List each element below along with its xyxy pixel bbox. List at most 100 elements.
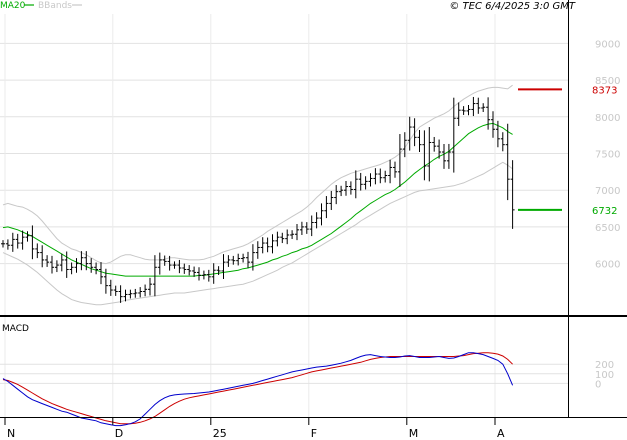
ohlc-bar: [128, 289, 133, 299]
ohlc-bar: [236, 253, 241, 266]
chart-header: MA20 BBands © TEC 6/4/2025 3:0 GMT: [0, 1, 576, 12]
ohlc-bar: [201, 270, 206, 280]
price-tick-label: 8500: [595, 76, 620, 87]
price-tick-label: 7000: [595, 186, 620, 197]
ohlc-bar: [79, 251, 84, 271]
ohlc-bar: [221, 254, 226, 280]
bollinger-upper-line: [2, 84, 513, 265]
macd-tick-label: 200: [595, 360, 614, 371]
ohlc-bar: [10, 232, 15, 252]
ohlc-bar: [295, 223, 299, 241]
ohlc-bar: [402, 132, 407, 158]
ohlc-bar: [451, 97, 456, 173]
ohlc-bar: [177, 259, 182, 274]
ohlc-bar: [94, 262, 99, 275]
ohlc-bar: [388, 159, 393, 184]
ohlc-bar: [157, 252, 162, 275]
ohlc-bar: [15, 233, 20, 249]
ohlc-bar: [246, 251, 250, 269]
price-level-label: 8373: [592, 85, 617, 96]
ohlc-bar: [275, 231, 280, 247]
ohlc-bar: [89, 258, 94, 273]
ohlc-bar: [299, 221, 304, 235]
ohlc-bar: [495, 120, 500, 148]
ohlc-bar: [197, 267, 201, 281]
ohlc-bar: [182, 263, 187, 274]
ohlc-bar: [1, 240, 5, 248]
ohlc-bar: [192, 266, 197, 277]
ohlc-bar: [344, 181, 348, 196]
x-tick-label: D: [115, 427, 123, 440]
bollinger-lower-line: [2, 161, 513, 306]
macd-tick-label: 100: [595, 370, 614, 381]
ohlc-bar: [99, 262, 103, 285]
ohlc-bar: [113, 285, 118, 296]
ohlc-bar: [59, 253, 64, 272]
ohlc-bar: [505, 123, 510, 201]
ohlc-bar: [167, 255, 172, 271]
ohlc-bar: [393, 161, 397, 178]
ohlc-bar: [50, 255, 54, 274]
ohlc-bar: [285, 229, 290, 245]
ma20-line: [2, 122, 513, 277]
x-tick-label: M: [409, 427, 419, 440]
ohlc-bar: [187, 265, 192, 276]
ohlc-bar: [491, 111, 495, 138]
ohlc-bar: [211, 263, 216, 284]
ohlc-bar: [319, 203, 324, 226]
ohlc-bar: [432, 136, 437, 152]
ohlc-bar: [5, 239, 10, 250]
price-level-label: 6732: [592, 206, 617, 217]
x-tick-label: 25: [213, 427, 227, 440]
ohlc-bar: [368, 173, 373, 187]
price-tick-label: 6000: [595, 260, 620, 271]
ohlc-bar: [339, 185, 344, 197]
ohlc-bar: [255, 241, 260, 259]
macd-tick-label: 0: [595, 379, 601, 390]
ohlc-bar: [348, 181, 353, 195]
ohlc-bar: [363, 176, 368, 190]
ohlc-bar: [118, 285, 123, 303]
ohlc-bar: [152, 255, 157, 297]
ohlc-bar: [30, 225, 35, 260]
macd-title: MACD: [2, 324, 29, 334]
ohlc-bar: [69, 262, 74, 275]
ohlc-bar: [383, 170, 388, 183]
ohlc-bar: [446, 143, 451, 169]
price-tick-label: 8000: [595, 113, 620, 124]
ohlc-bar: [471, 96, 476, 117]
ohlc-bar: [172, 261, 177, 269]
price-tick-label: 6500: [595, 223, 620, 234]
ohlc-bar: [265, 237, 270, 253]
ohlc-bar: [324, 196, 329, 219]
ohlc-bar: [309, 215, 314, 237]
copyright-text: © TEC 6/4/2025 3:0 GMT: [449, 1, 576, 12]
ohlc-bar: [304, 222, 309, 234]
ohlc-bar: [466, 105, 471, 116]
price-tick-label: 9000: [595, 39, 620, 50]
ohlc-bar: [270, 234, 275, 254]
ohlc-bar: [407, 116, 412, 151]
ohlc-bar: [442, 143, 446, 169]
ohlc-bar: [231, 255, 236, 265]
ohlc-bar: [148, 277, 152, 296]
ohlc-bar: [422, 130, 427, 181]
ohlc-bar: [417, 129, 422, 153]
ohlc-bar: [133, 288, 138, 298]
ohlc-bar: [35, 243, 40, 259]
ohlc-bar: [64, 251, 69, 278]
ohlc-bar: [108, 279, 113, 296]
ohlc-bar: [250, 244, 255, 271]
ohlc-bar: [216, 266, 221, 275]
legend-bbands-label: BBands: [38, 1, 72, 11]
macd-signal-line: [2, 352, 513, 425]
ohlc-bar: [427, 127, 432, 182]
macd-line: [2, 352, 514, 427]
ohlc-bar: [84, 251, 89, 271]
ohlc-bar: [500, 132, 505, 152]
price-tick-label: 7500: [595, 149, 620, 160]
ohlc-bar: [74, 258, 79, 273]
ohlc-bar: [103, 268, 108, 294]
